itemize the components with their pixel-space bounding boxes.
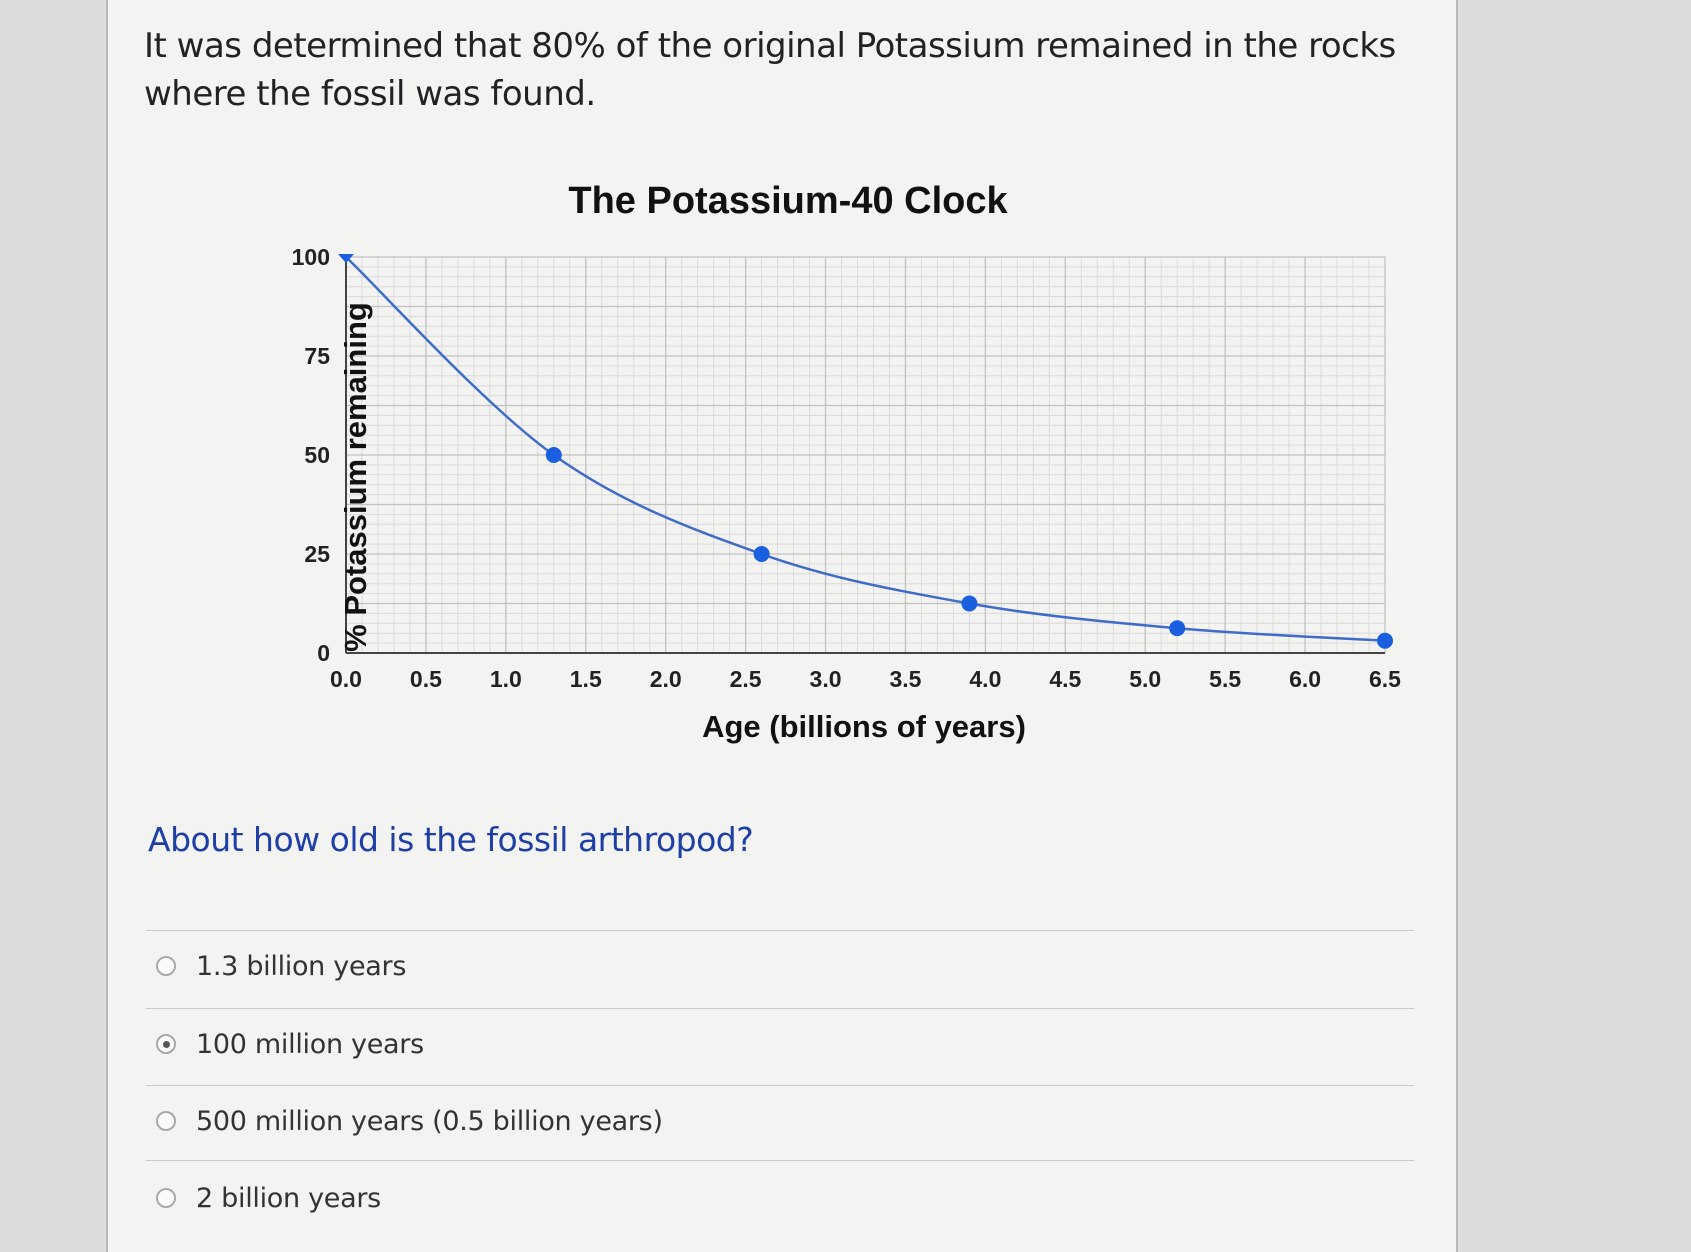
chart-title: The Potassium-40 Clock bbox=[568, 180, 1008, 222]
option-2[interactable]: 100 million years bbox=[156, 1024, 424, 1064]
data-point bbox=[545, 447, 562, 463]
y-tick-label: 0 bbox=[317, 640, 330, 666]
option-1[interactable]: 1.3 billion years bbox=[156, 946, 406, 986]
data-point bbox=[338, 254, 354, 263]
x-tick-label: 1.5 bbox=[570, 666, 602, 692]
grid-major bbox=[345, 256, 1386, 654]
data-point bbox=[753, 546, 770, 562]
x-tick-label: 6.5 bbox=[1369, 666, 1401, 692]
potassium-chart: 0.0 0.5 1.0 1.5 2.0 2.5 3.0 3.5 4.0 4.5 5.0 5.5 6.0 6… bbox=[292, 180, 1402, 744]
y-axis-label: % Potassium remaining bbox=[338, 302, 373, 652]
radio-button[interactable] bbox=[156, 1034, 176, 1054]
x-axis-label: Age (billions of years) bbox=[702, 709, 1026, 744]
divider bbox=[146, 1008, 1414, 1009]
radio-button[interactable] bbox=[156, 1111, 176, 1131]
data-point bbox=[1169, 620, 1186, 637]
x-tick-label: 5.5 bbox=[1209, 666, 1241, 692]
y-tick-label: 100 bbox=[292, 244, 330, 270]
x-tick-label: 6.0 bbox=[1289, 666, 1321, 692]
series-line bbox=[345, 256, 1386, 642]
x-tick-label: 4.5 bbox=[1049, 666, 1081, 692]
data-point bbox=[1377, 632, 1393, 649]
question-page: It was determined that 80% of the origin… bbox=[106, 0, 1458, 1252]
data-point bbox=[961, 595, 978, 612]
x-tick-label: 5.0 bbox=[1129, 666, 1161, 692]
option-label: 2 billion years bbox=[196, 1182, 381, 1214]
question-text: About how old is the fossil arthropod? bbox=[148, 820, 754, 859]
x-tick-label: 4.0 bbox=[969, 666, 1001, 692]
option-label: 1.3 billion years bbox=[196, 950, 407, 982]
x-tick-label: 1.0 bbox=[490, 666, 522, 692]
option-label: 500 million years (0.5 billion years) bbox=[196, 1105, 663, 1137]
y-tick-label: 50 bbox=[304, 442, 330, 468]
axes bbox=[345, 257, 1385, 654]
radio-button[interactable] bbox=[156, 1188, 176, 1208]
option-label: 100 million years bbox=[196, 1028, 424, 1060]
divider bbox=[146, 1085, 1414, 1086]
x-tick-label: 3.5 bbox=[889, 666, 921, 692]
y-tick-label: 25 bbox=[304, 541, 330, 567]
y-tick-label: 75 bbox=[304, 343, 330, 369]
x-tick-label: 0.5 bbox=[410, 666, 442, 692]
tick-labels: 0.0 0.5 1.0 1.5 2.0 2.5 3.0 3.5 4.0 4.5 5.0 5.5 6.0 6… bbox=[292, 244, 1402, 692]
radio-button[interactable] bbox=[156, 956, 176, 976]
divider bbox=[146, 1160, 1414, 1161]
intro-text: It was determined that 80% of the origin… bbox=[144, 26, 1396, 114]
x-tick-label: 2.5 bbox=[730, 666, 762, 692]
option-3[interactable]: 500 million years (0.5 billion years) bbox=[156, 1101, 663, 1141]
option-4[interactable]: 2 billion years bbox=[156, 1178, 381, 1218]
x-tick-label: 2.0 bbox=[650, 666, 682, 692]
data-markers bbox=[338, 254, 1393, 649]
divider bbox=[146, 930, 1414, 931]
x-tick-label: 0.0 bbox=[330, 666, 362, 692]
x-tick-label: 3.0 bbox=[810, 666, 842, 692]
